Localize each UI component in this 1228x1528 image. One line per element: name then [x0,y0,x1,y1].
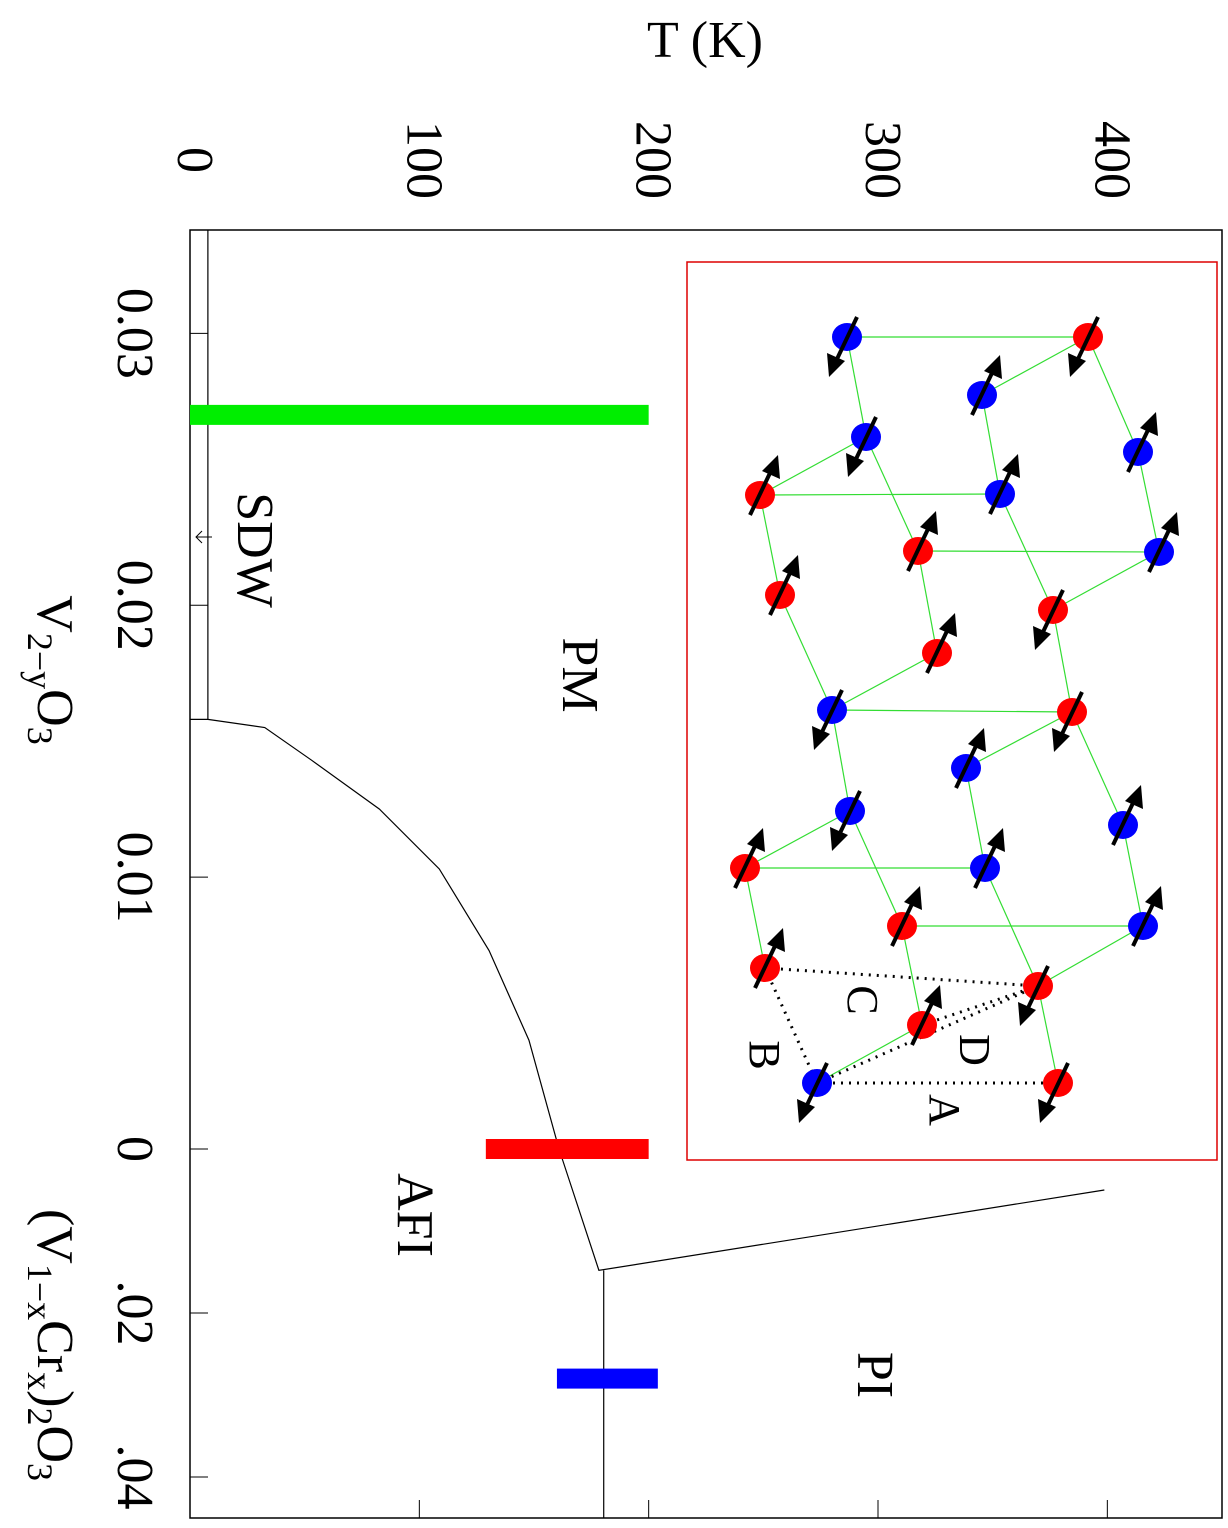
bond [1053,610,1072,712]
subscript: 2 [20,1407,60,1425]
phase-label: SDW [226,492,283,608]
bond [985,868,1038,986]
bond [1138,452,1159,552]
bond [918,551,937,653]
c-tick-label: .04 [106,1445,163,1510]
c-axis-label: (V1−xCrx)2O3 [20,1209,83,1481]
dotted-bond [765,968,1038,986]
bond [847,337,866,437]
label-part: (V [26,1209,83,1264]
phase-label: PM [551,637,608,712]
bond [760,494,1000,495]
subscript: 3 [20,1463,60,1481]
label-part: V [26,595,83,633]
label-part: Cr [26,1320,83,1372]
site-label: C [838,985,887,1014]
t-tick-label: 100 [395,121,452,199]
label-part: ) [26,1390,83,1407]
c-axis-label: V2−yO3 [20,595,83,744]
bond [780,595,832,710]
c-tick-label: 0 [106,1136,163,1162]
subscript: x [20,1372,60,1390]
site-label: A [920,1094,969,1126]
bond [1038,986,1058,1083]
inset-atoms [730,317,1179,1123]
label-part: O [26,1425,83,1463]
site-label: D [950,1034,999,1066]
c-tick-label: 0.02 [106,560,163,651]
site-label: B [740,1040,789,1069]
bond [1072,712,1123,825]
bond [832,653,937,710]
phase-boundary [559,1149,1104,1270]
t-tick-label: 400 [1083,121,1140,199]
bond [817,1025,922,1083]
t-tick-label: 300 [854,121,911,199]
t-tick-label: 200 [625,121,682,199]
subscript: 1−x [20,1264,60,1320]
subscript: 2−y [20,633,60,689]
transition-bar [486,1139,649,1159]
t-axis-label: T (K) [647,12,763,69]
bond [1123,825,1143,926]
bond [760,495,780,595]
transition-bar [557,1369,658,1389]
page: T (K) 01002003004000.030.020.010.02.04V2… [0,0,1228,1528]
bond [745,868,765,968]
inset-bonds [745,337,1159,1083]
bond [832,710,1072,712]
phase-boundary [190,719,559,1149]
bond [966,768,985,868]
bond [982,395,1000,494]
phase-label: PI [846,1352,903,1398]
bond [902,926,922,1025]
c-tick-label: .02 [106,1281,163,1346]
bond [832,710,850,811]
bond [1088,337,1138,452]
phase-label: AFI [386,1173,443,1257]
bond [1053,552,1159,610]
subscript: 3 [20,727,60,745]
t-tick-label: 0 [166,147,223,173]
bond [1038,926,1143,986]
bond [918,551,1159,552]
c-tick-label: 0.01 [106,832,163,923]
c-tick-label: 0.03 [106,288,163,379]
label-part: O [26,689,83,727]
chart: T (K) 01002003004000.030.020.010.02.04V2… [0,0,1228,1528]
transition-bar [190,405,649,425]
